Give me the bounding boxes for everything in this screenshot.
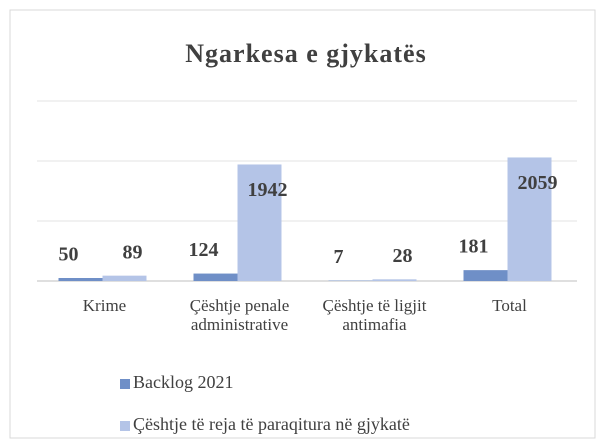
x-tick-label-box: Total xyxy=(492,296,527,315)
x-tick-label: Krime xyxy=(82,296,127,315)
bar xyxy=(372,279,417,281)
chart-title: Ngarkesa e gjykatës xyxy=(185,39,426,68)
x-tick-label: Çështje penale administrative xyxy=(189,296,290,334)
data-label: 28 xyxy=(393,245,413,267)
bar xyxy=(102,275,147,281)
data-label: 2059 xyxy=(518,172,558,194)
x-tick-label-box: Çështje penale administrative xyxy=(189,296,290,334)
data-label: 7 xyxy=(334,246,344,268)
bar xyxy=(463,270,508,281)
legend-swatch xyxy=(120,421,130,431)
x-tick-label-box: Çështje të ligjit antimafia xyxy=(322,296,427,334)
x-tick-label-box: Krime xyxy=(82,296,127,315)
legend-label: Çështje të reja të paraqitura në gjykatë xyxy=(133,414,410,434)
bar xyxy=(58,278,103,281)
data-label: 50 xyxy=(59,244,79,266)
data-label: 89 xyxy=(123,241,143,263)
bar xyxy=(507,157,552,281)
legend-swatch xyxy=(120,379,130,389)
legend-label: Backlog 2021 xyxy=(133,372,234,392)
data-label: 124 xyxy=(189,239,219,261)
data-label: 181 xyxy=(459,236,489,258)
data-label: 1942 xyxy=(248,179,288,201)
x-tick-label: Çështje të ligjit antimafia xyxy=(322,296,427,334)
chart-border xyxy=(9,9,596,439)
x-tick-label: Total xyxy=(492,296,527,315)
bar xyxy=(237,164,282,281)
bar xyxy=(193,273,238,281)
